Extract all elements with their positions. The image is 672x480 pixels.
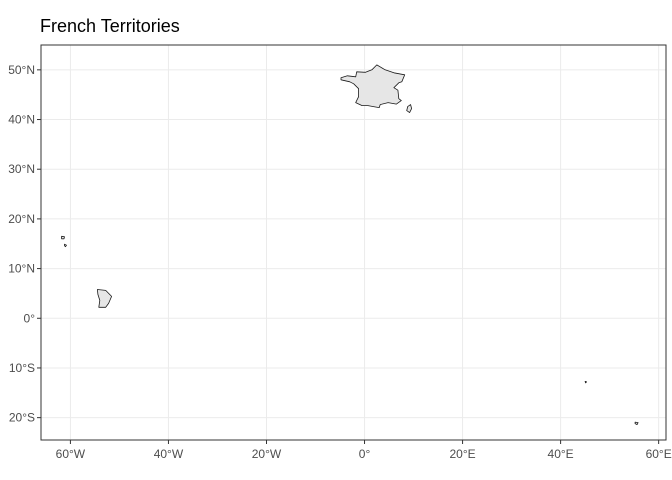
territory-shapes xyxy=(62,65,639,425)
panel-border xyxy=(41,45,666,440)
x-tick-label: 0° xyxy=(359,447,371,461)
x-tick-label: 40°W xyxy=(154,447,184,461)
y-tick-label: 40°N xyxy=(8,113,35,127)
x-tick-label: 20°E xyxy=(449,447,475,461)
territory-metropolitan-france xyxy=(341,65,405,108)
y-tick-label: 0° xyxy=(24,311,36,325)
y-tick-label: 20°S xyxy=(9,411,35,425)
y-tick-label: 10°S xyxy=(9,361,35,375)
territory-r-union xyxy=(635,422,638,425)
x-tick-label: 20°W xyxy=(252,447,282,461)
territory-martinique xyxy=(65,244,67,247)
y-tick-label: 20°N xyxy=(8,212,35,226)
y-tick-label: 50°N xyxy=(8,63,35,77)
territory-corsica xyxy=(407,105,412,113)
territory-guadeloupe xyxy=(62,236,65,239)
grid-lines xyxy=(41,45,666,440)
x-tick-label: 60°W xyxy=(56,447,86,461)
y-tick-label: 30°N xyxy=(8,162,35,176)
territory-mayotte xyxy=(585,381,587,383)
x-tick-label: 60°E xyxy=(646,447,672,461)
y-tick-label: 10°N xyxy=(8,262,35,276)
territory-french-guiana xyxy=(97,290,111,308)
axis-ticks: 60°W 40°W 20°W 0° 20°E 40°E 60°E 50°N 40°N 30°N 20… xyxy=(8,63,672,461)
x-tick-label: 40°E xyxy=(548,447,574,461)
